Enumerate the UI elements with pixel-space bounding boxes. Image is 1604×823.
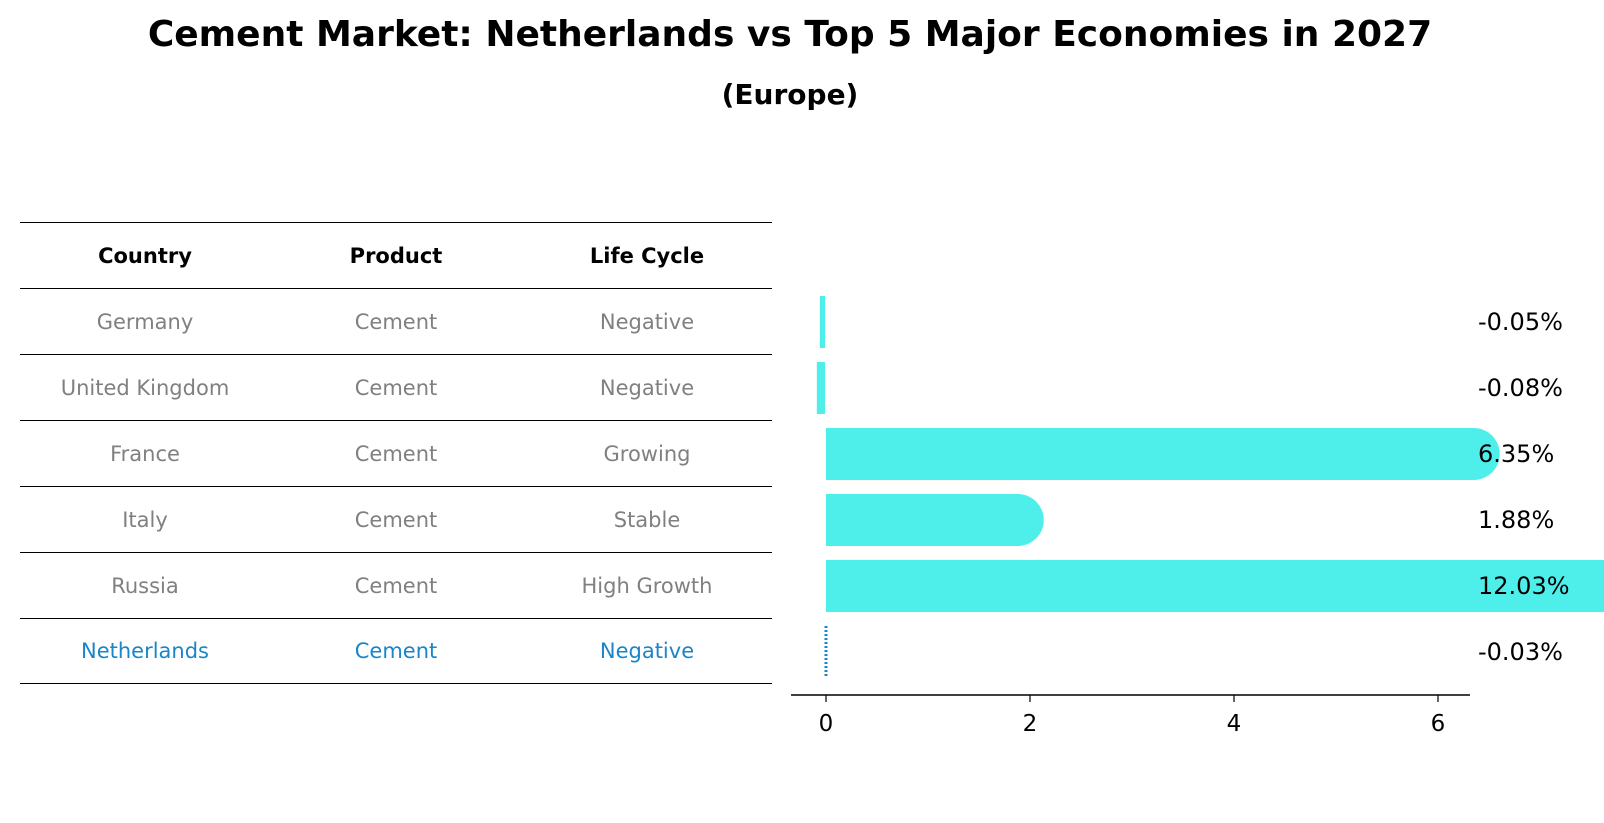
chart-title: Cement Market: Netherlands vs Top 5 Majo… [147, 14, 1433, 55]
bar [826, 428, 1500, 480]
country-cell: France [110, 441, 180, 466]
life-cycle-cell: Stable [613, 507, 681, 532]
table-row: Italy Cement Stable [20, 486, 772, 552]
x-tick-label: 2 [1023, 711, 1038, 737]
life-cycle-cell: Negative [599, 375, 695, 400]
bar [816, 362, 825, 414]
data-label: 1.88% [1478, 506, 1554, 534]
x-tick-label: 4 [1227, 711, 1242, 737]
life-cycle-cell: Negative [599, 639, 695, 663]
table-row: France Cement Growing [20, 420, 772, 486]
header-life-cycle: Life Cycle [589, 243, 705, 268]
data-label: 6.35% [1478, 440, 1554, 468]
data-label: -0.08% [1478, 374, 1563, 402]
x-tick-label: 0 [819, 711, 834, 737]
table-row-highlighted: Netherlands Cement Negative [20, 618, 772, 684]
country-cell: Russia [111, 573, 179, 598]
life-cycle-cell: Negative [599, 309, 695, 334]
data-label: -0.05% [1478, 308, 1563, 336]
country-cell: Netherlands [80, 639, 209, 663]
chart-subtitle: (Europe) [721, 78, 859, 111]
product-cell: Cement [354, 639, 438, 663]
table-row: Russia Cement High Growth [20, 552, 772, 618]
country-cell: Germany [96, 309, 194, 334]
table-row: United Kingdom Cement Negative [20, 354, 772, 420]
country-cell: United Kingdom [60, 375, 230, 400]
bar [819, 296, 825, 348]
product-cell: Cement [354, 573, 438, 598]
x-tick-label: 6 [1431, 711, 1446, 737]
product-cell: Cement [354, 441, 438, 466]
life-cycle-cell: High Growth [581, 573, 713, 598]
data-label: -0.03% [1478, 638, 1563, 666]
product-cell: Cement [354, 309, 438, 334]
bar [826, 494, 1044, 546]
country-cell: Italy [122, 507, 168, 532]
table-row: Germany Cement Negative [20, 288, 772, 354]
data-label: 12.03% [1478, 572, 1570, 600]
table-header-row: Country Product Life Cycle [20, 222, 772, 288]
header-country: Country [98, 243, 192, 268]
product-cell: Cement [354, 507, 438, 532]
product-cell: Cement [354, 375, 438, 400]
bar [826, 560, 1604, 612]
comparison-table: Country Product Life Cycle Germany Cemen… [20, 222, 772, 684]
header-product: Product [349, 243, 443, 268]
life-cycle-cell: Growing [603, 441, 691, 466]
